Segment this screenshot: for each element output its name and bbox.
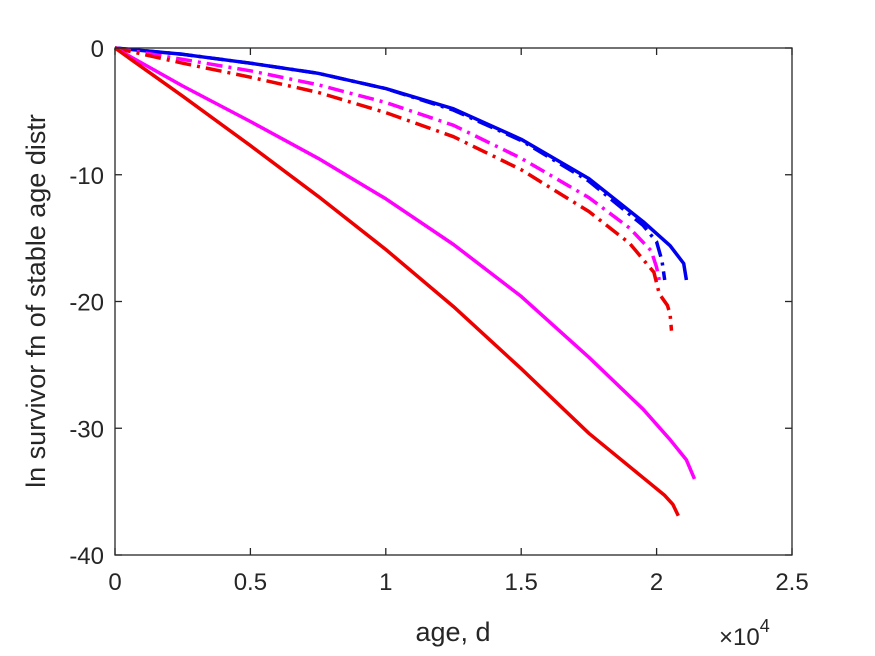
x-axis-multiplier-exponent: 4 (760, 616, 770, 636)
x-tick-label: 1.5 (505, 569, 538, 596)
x-axis-label: age, d (415, 617, 490, 647)
x-tick-label: 0.5 (234, 569, 267, 596)
x-axis-multiplier: ×104 (719, 616, 770, 651)
y-axis-label: ln survivor fn of stable age distr (21, 114, 51, 488)
x-tick-label: 1 (379, 569, 392, 596)
ticks-layer: 0 0.5 1 1.5 2 2.5 0 -10 -20 -30 -40 (69, 36, 808, 596)
x-axis-multiplier-base: ×10 (719, 624, 760, 651)
series-line-3 (114, 46, 662, 281)
series-line-2 (114, 46, 667, 281)
y-tick-label: -30 (69, 416, 104, 443)
x-tick-label: 0 (108, 569, 121, 596)
series-layer (113, 46, 697, 517)
y-tick-label: -10 (69, 163, 104, 190)
x-tick-label: 2.5 (775, 569, 808, 596)
y-tick-label: -40 (69, 543, 104, 570)
series-line-5 (114, 46, 697, 480)
series-line-4 (114, 46, 674, 331)
y-tick-label: -20 (69, 290, 104, 317)
plot-background (115, 48, 792, 555)
x-tick-label: 2 (650, 569, 663, 596)
series-line-6 (113, 46, 680, 517)
y-tick-label: 0 (91, 36, 104, 63)
